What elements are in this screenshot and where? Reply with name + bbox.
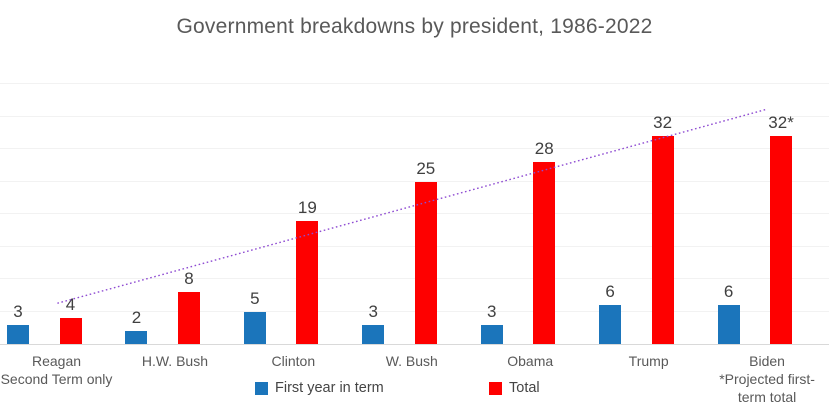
legend-item-total: Total <box>489 380 540 396</box>
x-axis-label-w-bush: W. Bush <box>386 352 438 370</box>
x-axis-label-trump: Trump <box>629 352 669 370</box>
plot-area: 3 2 5 3 3 6 6 4 8 19 25 28 32 32* <box>0 83 829 345</box>
category-sublabel: term total <box>737 389 797 405</box>
gridline <box>0 83 829 84</box>
legend-swatch-total <box>489 381 502 395</box>
category-name: Reagan <box>31 353 82 369</box>
bar-total-clinton <box>296 220 319 344</box>
bars: 3 2 5 3 3 6 6 4 8 19 25 28 32 32* <box>0 85 829 344</box>
category-name: H.W. Bush <box>141 353 208 369</box>
bar-value-label-first-year-in-term-reagan: 3 <box>13 301 23 321</box>
bar-first-year-in-term-obama <box>480 324 503 344</box>
bar-value-label-total-reagan: 4 <box>65 295 76 314</box>
legend-label-total: Total <box>509 380 540 396</box>
legend: First year in term Total <box>0 380 829 398</box>
category-name: W. Bush <box>385 353 438 369</box>
bar-value-label-first-year-in-term-clinton: 5 <box>250 288 260 308</box>
x-axis-labels: Reagan Second Term only H.W. Bush Clinton W.… <box>0 352 829 408</box>
legend-swatch-first-year <box>255 381 268 395</box>
bar-value-label-first-year-in-term-trump: 6 <box>605 282 615 301</box>
category-name: Biden <box>749 353 785 369</box>
bar-value-label-first-year-in-term-h-w-bush: 2 <box>131 308 142 327</box>
bar-value-label-total-w-bush: 25 <box>416 158 436 178</box>
bar-first-year-in-term-clinton <box>243 311 266 344</box>
bar-first-year-in-term-biden <box>717 305 740 344</box>
bar-value-label-total-clinton: 19 <box>297 197 317 217</box>
category-sublabel: Second Term only <box>0 371 113 387</box>
x-axis-label-biden: Biden *Projected first-term total <box>719 352 815 406</box>
bar-value-label-first-year-in-term-w-bush: 3 <box>368 301 379 321</box>
x-axis-label-obama: Obama <box>507 352 553 370</box>
bar-value-label-total-biden: 32* <box>768 113 794 132</box>
bar-first-year-in-term-h-w-bush <box>125 331 148 344</box>
bar-value-label-total-trump: 32 <box>653 113 673 132</box>
category-name: Trump <box>628 353 669 369</box>
x-axis-label-reagan: Reagan Second Term only <box>1 352 113 388</box>
bar-total-reagan <box>59 318 82 344</box>
category-name: Clinton <box>271 353 316 369</box>
bar-total-h-w-bush <box>177 292 200 344</box>
category-sublabel: *Projected first- <box>719 371 815 387</box>
bar-value-label-first-year-in-term-obama: 3 <box>486 301 497 321</box>
bar-total-trump <box>651 136 674 344</box>
bar-total-biden <box>770 136 793 344</box>
bar-value-label-total-h-w-bush: 8 <box>184 269 194 288</box>
bar-first-year-in-term-w-bush <box>362 324 385 344</box>
category-name: Obama <box>507 353 554 369</box>
x-axis-label-h-w-bush: H.W. Bush <box>142 352 208 370</box>
bar-first-year-in-term-trump <box>599 305 622 344</box>
chart-title: Government breakdowns by president, 1986… <box>176 15 653 38</box>
x-axis-label-clinton: Clinton <box>272 352 316 370</box>
legend-item-first-year-in-term: First year in term <box>255 380 384 396</box>
gridline <box>0 310 829 312</box>
bar-value-label-total-obama: 28 <box>534 139 554 158</box>
bar-value-label-first-year-in-term-biden: 6 <box>723 282 734 301</box>
bar-total-obama <box>533 162 556 344</box>
legend-label-first-year: First year in term <box>275 380 384 396</box>
bar-first-year-in-term-reagan <box>7 324 29 344</box>
bar-total-w-bush <box>414 181 437 344</box>
